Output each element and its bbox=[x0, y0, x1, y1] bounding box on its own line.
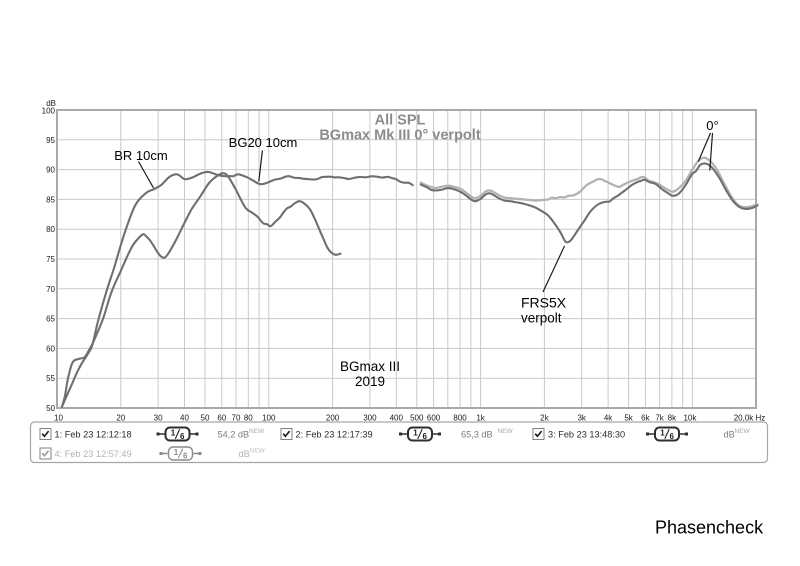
svg-text:NEW: NEW bbox=[498, 428, 514, 435]
svg-text:1k: 1k bbox=[476, 414, 485, 423]
svg-text:4: Feb 23 12:57:49: 4: Feb 23 12:57:49 bbox=[55, 449, 132, 459]
svg-text:80: 80 bbox=[244, 414, 253, 423]
svg-text:90: 90 bbox=[46, 166, 55, 175]
svg-text:BG20 10cm: BG20 10cm bbox=[229, 135, 298, 150]
svg-text:dB: dB bbox=[46, 99, 56, 108]
svg-text:verpolt: verpolt bbox=[521, 311, 562, 326]
svg-text:200: 200 bbox=[326, 414, 340, 423]
svg-text:6: 6 bbox=[183, 452, 188, 461]
svg-text:50: 50 bbox=[46, 404, 55, 413]
svg-text:54,2 dB: 54,2 dB bbox=[218, 430, 250, 440]
svg-text:8k: 8k bbox=[668, 414, 677, 423]
svg-text:10: 10 bbox=[54, 414, 63, 423]
svg-text:6: 6 bbox=[422, 432, 427, 441]
svg-text:NEW: NEW bbox=[250, 448, 266, 455]
svg-text:Phasencheck: Phasencheck bbox=[655, 518, 764, 538]
svg-text:65,3 dB: 65,3 dB bbox=[461, 430, 493, 440]
svg-text:300: 300 bbox=[363, 414, 377, 423]
svg-text:BR 10cm: BR 10cm bbox=[114, 148, 167, 163]
svg-text:5k: 5k bbox=[624, 414, 633, 423]
svg-text:2: Feb 23 12:17:39: 2: Feb 23 12:17:39 bbox=[296, 430, 373, 440]
svg-text:10k: 10k bbox=[683, 414, 697, 423]
svg-text:1: 1 bbox=[660, 429, 665, 438]
svg-text:6: 6 bbox=[180, 432, 185, 441]
svg-text:400: 400 bbox=[390, 414, 404, 423]
svg-text:70: 70 bbox=[232, 414, 241, 423]
svg-text:2k: 2k bbox=[540, 414, 549, 423]
svg-text:6k: 6k bbox=[641, 414, 650, 423]
svg-text:75: 75 bbox=[46, 255, 55, 264]
svg-text:20: 20 bbox=[116, 414, 125, 423]
svg-text:3: Feb 23 13:48:30: 3: Feb 23 13:48:30 bbox=[548, 430, 625, 440]
svg-text:FRS5X: FRS5X bbox=[521, 295, 567, 311]
svg-text:60: 60 bbox=[217, 414, 226, 423]
svg-text:NEW: NEW bbox=[249, 428, 265, 435]
svg-text:55: 55 bbox=[46, 374, 55, 383]
svg-text:70: 70 bbox=[46, 285, 55, 294]
svg-text:All SPL: All SPL bbox=[375, 113, 426, 129]
svg-text:800: 800 bbox=[453, 414, 467, 423]
svg-text:85: 85 bbox=[46, 195, 55, 204]
svg-text:40: 40 bbox=[180, 414, 189, 423]
svg-text:60: 60 bbox=[46, 344, 55, 353]
svg-text:80: 80 bbox=[46, 225, 55, 234]
svg-text:30: 30 bbox=[154, 414, 163, 423]
svg-text:NEW: NEW bbox=[735, 428, 751, 435]
svg-text:3k: 3k bbox=[577, 414, 586, 423]
svg-text:20,0k Hz: 20,0k Hz bbox=[734, 414, 766, 423]
svg-text:65: 65 bbox=[46, 315, 55, 324]
svg-text:7k: 7k bbox=[655, 414, 664, 423]
svg-text:50: 50 bbox=[201, 414, 210, 423]
svg-text:1: 1 bbox=[413, 429, 418, 438]
svg-text:95: 95 bbox=[46, 136, 55, 145]
svg-text:100: 100 bbox=[262, 414, 276, 423]
svg-text:4k: 4k bbox=[604, 414, 613, 423]
svg-text:600: 600 bbox=[427, 414, 441, 423]
svg-text:0°: 0° bbox=[706, 118, 718, 133]
svg-text:100: 100 bbox=[42, 107, 56, 116]
svg-text:1: Feb 23 12:12:18: 1: Feb 23 12:12:18 bbox=[55, 430, 132, 440]
svg-text:BGmax Mk III 0° verpolt: BGmax Mk III 0° verpolt bbox=[319, 128, 480, 144]
svg-text:2019: 2019 bbox=[355, 374, 385, 389]
svg-text:6: 6 bbox=[669, 432, 674, 441]
svg-text:dB: dB bbox=[239, 449, 250, 459]
svg-text:dB: dB bbox=[724, 430, 735, 440]
svg-text:500: 500 bbox=[410, 414, 424, 423]
svg-text:1: 1 bbox=[171, 429, 176, 438]
svg-text:1: 1 bbox=[174, 448, 179, 457]
svg-text:BGmax III: BGmax III bbox=[340, 359, 400, 374]
